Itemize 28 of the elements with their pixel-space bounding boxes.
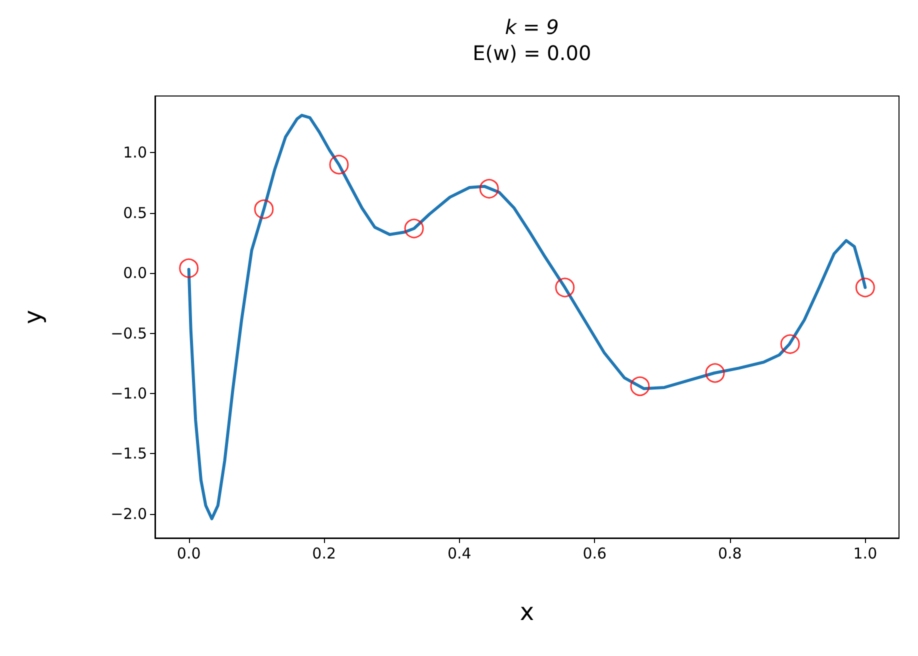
point <box>479 178 499 198</box>
y-axis-title: y <box>19 310 47 324</box>
x-tick-label: 0.6 <box>582 544 607 562</box>
y-tick-label: −1.0 <box>110 384 147 402</box>
x-tick-label: 0.2 <box>312 544 336 562</box>
point <box>179 258 199 278</box>
y-tick-label: −2.0 <box>110 504 147 523</box>
x-tick-label: 1.0 <box>853 544 878 562</box>
y-tick-label: 1.0 <box>123 144 147 162</box>
point <box>329 154 349 174</box>
y-tick-label: −1.5 <box>110 444 147 463</box>
x-tick-label: 0.4 <box>447 544 472 562</box>
x-tick-label: 0.8 <box>718 544 742 562</box>
line-series <box>187 114 867 520</box>
y-tick-label: 0.5 <box>123 204 147 222</box>
y-tick-label: −0.5 <box>110 324 147 342</box>
chart-subtitle: E(w) = 0.00 <box>472 41 592 65</box>
point <box>780 334 800 354</box>
point <box>555 278 575 298</box>
point <box>630 376 650 396</box>
point <box>705 363 725 383</box>
x-axis-title: x <box>520 598 534 626</box>
point <box>855 278 875 298</box>
y-tick-label: 0.0 <box>123 264 147 282</box>
point <box>254 199 274 219</box>
point <box>404 218 424 238</box>
chart-title: k = 9 <box>505 15 559 39</box>
x-tick-label: 0.0 <box>176 544 201 562</box>
